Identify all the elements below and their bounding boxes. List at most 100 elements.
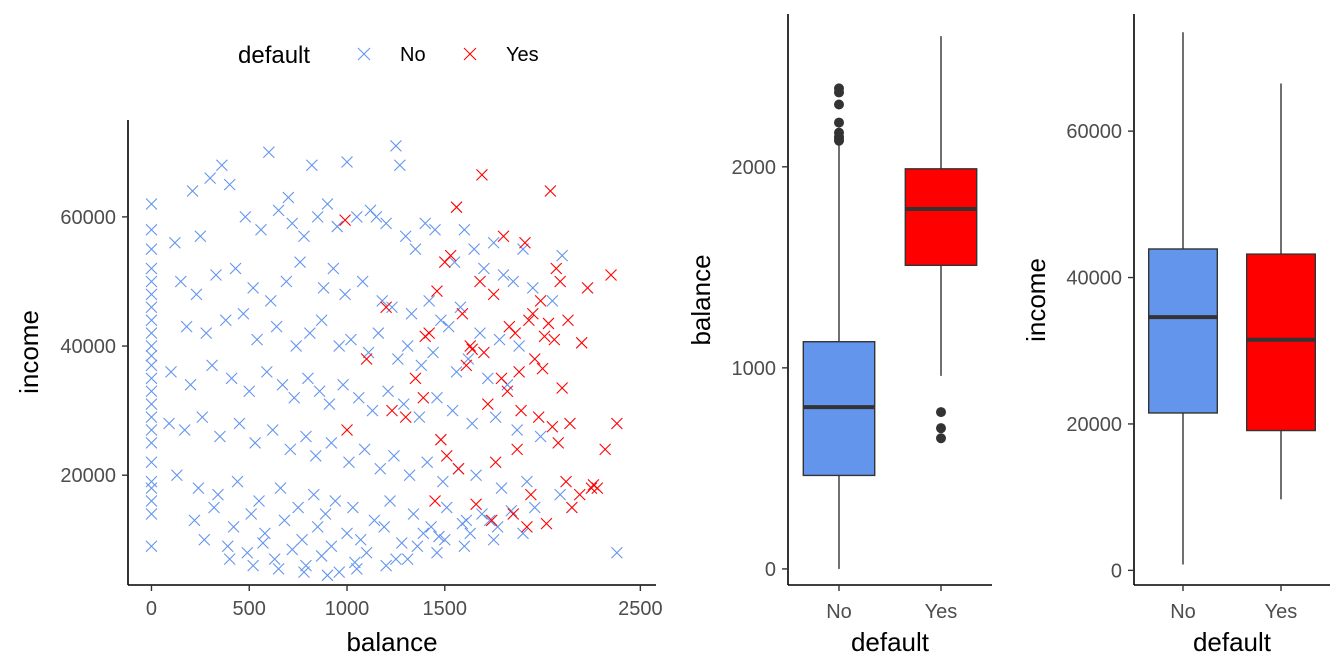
data-point-yes bbox=[470, 498, 482, 511]
data-point-no bbox=[145, 437, 158, 449]
data-point-yes bbox=[431, 285, 443, 298]
data-point-no bbox=[325, 540, 338, 553]
data-point-no bbox=[145, 475, 158, 488]
data-point-no bbox=[223, 178, 236, 191]
data-point-no bbox=[458, 223, 471, 236]
data-point-no bbox=[507, 275, 520, 288]
data-point-no bbox=[241, 546, 254, 559]
data-point-no bbox=[208, 501, 220, 514]
data-point-yes bbox=[487, 288, 500, 301]
data-point-yes bbox=[611, 417, 623, 430]
data-point-no bbox=[223, 553, 236, 566]
data-point-no bbox=[231, 475, 244, 488]
data-point-no bbox=[145, 372, 158, 385]
data-point-no bbox=[288, 391, 301, 404]
data-point-no bbox=[210, 269, 222, 281]
outlier-point bbox=[936, 423, 946, 434]
data-point-no bbox=[145, 349, 158, 362]
data-point-no bbox=[556, 249, 569, 262]
data-point-no bbox=[360, 546, 373, 559]
data-point-no bbox=[194, 230, 207, 243]
data-point-no bbox=[350, 562, 363, 575]
data-point-no bbox=[399, 230, 412, 243]
data-point-yes bbox=[501, 385, 514, 398]
data-point-yes bbox=[550, 262, 563, 275]
income-boxplot-x-axis-title: default bbox=[1193, 627, 1272, 657]
data-point-yes bbox=[532, 411, 545, 423]
data-point-no bbox=[391, 353, 404, 365]
data-point-no bbox=[423, 294, 436, 307]
data-point-no bbox=[145, 243, 158, 256]
data-point-no bbox=[470, 469, 482, 482]
data-point-yes bbox=[575, 336, 588, 349]
data-point-yes bbox=[521, 520, 533, 533]
data-point-no bbox=[407, 508, 420, 520]
data-point-no bbox=[243, 385, 256, 398]
data-point-yes bbox=[444, 249, 457, 262]
data-point-no bbox=[276, 378, 289, 391]
data-point-no bbox=[145, 359, 158, 372]
data-point-no bbox=[456, 517, 469, 530]
data-point-no bbox=[364, 204, 377, 217]
data-point-yes bbox=[507, 508, 520, 520]
data-point-no bbox=[348, 556, 361, 569]
data-point-yes bbox=[423, 327, 436, 340]
data-point-no bbox=[145, 411, 158, 423]
series-no bbox=[145, 139, 623, 582]
balance-boxplot-y-tick-label: 1000 bbox=[732, 358, 777, 380]
data-point-no bbox=[221, 540, 234, 553]
data-point-no bbox=[145, 275, 158, 288]
data-point-no bbox=[395, 537, 408, 549]
data-point-no bbox=[419, 217, 432, 230]
data-point-yes bbox=[552, 437, 565, 449]
data-point-no bbox=[145, 385, 158, 398]
legend-label-yes: Yes bbox=[506, 44, 539, 66]
data-point-no bbox=[311, 210, 324, 223]
data-point-no bbox=[325, 437, 338, 449]
data-point-yes bbox=[434, 433, 447, 446]
data-point-no bbox=[362, 346, 375, 359]
data-point-no bbox=[225, 372, 238, 385]
data-point-no bbox=[219, 314, 232, 327]
data-point-no bbox=[145, 327, 158, 340]
data-point-no bbox=[307, 488, 320, 501]
data-point-no bbox=[505, 504, 518, 517]
outlier-point bbox=[936, 433, 946, 444]
scatter-x-tick-label: 0 bbox=[146, 598, 157, 620]
data-point-no bbox=[215, 159, 228, 172]
data-point-no bbox=[145, 262, 158, 275]
data-point-no bbox=[284, 443, 297, 456]
data-point-no bbox=[196, 411, 209, 423]
data-point-no bbox=[346, 501, 359, 514]
data-point-no bbox=[163, 417, 175, 430]
data-point-no bbox=[262, 146, 275, 159]
data-point-yes bbox=[452, 462, 465, 475]
data-point-no bbox=[278, 514, 291, 527]
scatter-x-tick-label: 500 bbox=[233, 598, 266, 620]
data-point-yes bbox=[540, 517, 553, 530]
scatter-x-tick-label: 2500 bbox=[618, 598, 663, 620]
data-point-yes bbox=[360, 353, 373, 365]
data-point-yes bbox=[554, 275, 567, 288]
data-point-no bbox=[358, 443, 371, 456]
legend-key-no bbox=[357, 47, 371, 61]
data-point-no bbox=[145, 223, 158, 236]
data-point-no bbox=[300, 430, 312, 443]
data-point-no bbox=[487, 533, 500, 546]
data-point-no bbox=[368, 514, 381, 527]
data-point-no bbox=[517, 243, 529, 256]
data-point-no bbox=[466, 417, 479, 430]
data-point-no bbox=[483, 514, 496, 527]
data-point-no bbox=[315, 550, 328, 562]
data-point-yes bbox=[544, 185, 557, 197]
data-point-no bbox=[341, 156, 353, 168]
data-point-no bbox=[481, 372, 494, 385]
data-point-yes bbox=[562, 314, 574, 327]
data-point-no bbox=[403, 469, 416, 482]
income-boxplot-x-tick-label: Yes bbox=[1265, 601, 1298, 623]
data-point-no bbox=[294, 256, 306, 268]
data-point-yes bbox=[556, 382, 569, 394]
data-point-yes bbox=[341, 424, 353, 436]
data-point-no bbox=[145, 456, 158, 469]
